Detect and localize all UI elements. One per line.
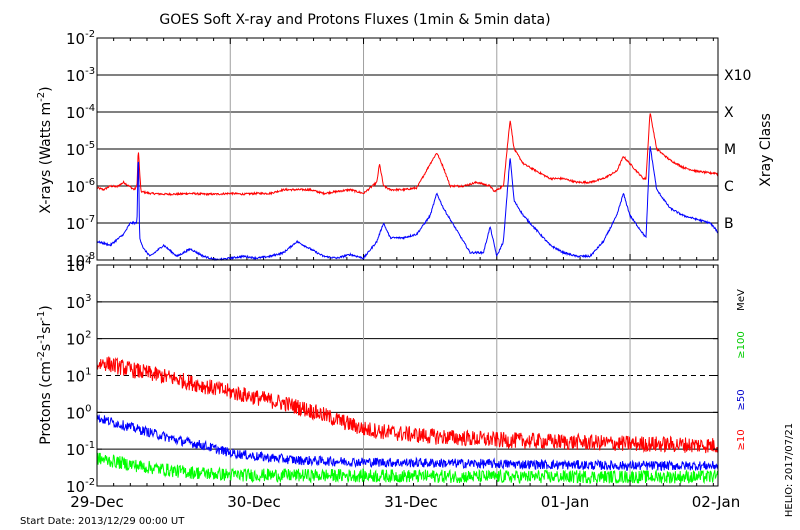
y-tick-label: 10-1 (66, 440, 95, 459)
proton-grid (96, 265, 718, 486)
series-line-2 (96, 452, 719, 485)
y-tick-label: 10-7 (66, 214, 95, 233)
x-axis-labels: 29-Dec 30-Dec 31-Dec 01-Jan 02-Jan (70, 493, 740, 511)
series-line-1 (96, 414, 719, 472)
proton-y-ticks: 10-2 10-1 100 101 102 103 104 (66, 256, 718, 496)
start-date: Start Date: 2013/12/29 00:00 UT (20, 516, 185, 527)
proton-panel: 10-2 10-1 100 101 102 103 104 MeV ≥100 ≥50 ≥10… (36, 256, 747, 496)
proton-unit-label: MeV (736, 289, 747, 311)
y-tick-label: 10-5 (66, 140, 95, 159)
x-tick-label: 29-Dec (70, 493, 124, 511)
xray-y-ticks: 10-8 10-7 10-6 10-5 10-4 10-3 10-2 (66, 29, 718, 270)
proton-ylabel-mid1: s (38, 344, 54, 351)
x-tick-label: 31-Dec (384, 493, 438, 511)
proton-ylabel-e3: -1 (36, 311, 47, 321)
series-line-0 (96, 113, 719, 197)
xray-class-label: M (724, 142, 736, 158)
x-tick-label: 01-Jan (541, 493, 589, 511)
proton-ylabel-e2: -1 (36, 334, 47, 344)
xray-grid (96, 38, 718, 260)
y-tick-label: 10-3 (66, 66, 95, 85)
legend-ge100: ≥100 (736, 331, 747, 358)
proton-y-axis-title: Protons (cm-2s-1sr-1) (36, 305, 54, 444)
xray-ylabel-exp: -2 (36, 92, 47, 102)
proton-ylabel-e1: -2 (36, 351, 47, 361)
xray-class-labels: B C M X X10 (724, 68, 751, 232)
series-line-0 (96, 356, 719, 454)
legend-ge50: ≥50 (736, 389, 747, 410)
proton-ylabel-main: Protons (cm (38, 361, 54, 445)
series-line-1 (96, 146, 719, 262)
xray-class-axis-title: Xray Class (758, 113, 774, 187)
y-tick-label: 10-8 (66, 251, 95, 270)
y-tick-label: 100 (66, 403, 91, 422)
proton-ylabel-mid2: sr (38, 320, 54, 333)
y-tick-label: 10-2 (66, 477, 95, 496)
xray-class-label: B (724, 216, 734, 232)
xray-class-label: C (724, 179, 734, 195)
y-tick-label: 10-6 (66, 177, 95, 196)
xray-series (96, 113, 719, 262)
proton-ylabel-close: ) (38, 305, 54, 310)
side-stamp: HELIO: 2017/07/21 (784, 423, 795, 517)
xray-ylabel-close: ) (38, 86, 54, 91)
x-tick-label: 30-Dec (227, 493, 281, 511)
xray-class-label: X (724, 105, 734, 121)
y-tick-label: 10-4 (66, 103, 95, 122)
y-tick-label: 104 (66, 256, 91, 275)
xray-y-axis-title: X-rays (Watts m-2) (36, 86, 54, 213)
legend-ge10: ≥10 (736, 429, 747, 450)
x-tick-label: 02-Jan (692, 493, 740, 511)
y-tick-label: 10-2 (66, 29, 95, 48)
xray-ylabel-main: X-rays (Watts m (38, 102, 54, 214)
xray-class-label: X10 (724, 68, 751, 84)
y-tick-label: 102 (66, 330, 91, 349)
chart-title: GOES Soft X-ray and Protons Fluxes (1min… (159, 12, 550, 28)
proton-series (96, 356, 719, 485)
y-tick-label: 103 (66, 293, 91, 312)
xray-panel: 10-8 10-7 10-6 10-5 10-4 10-3 10-2 B C M X X10 Xra… (36, 29, 774, 270)
y-tick-label: 101 (66, 367, 91, 386)
